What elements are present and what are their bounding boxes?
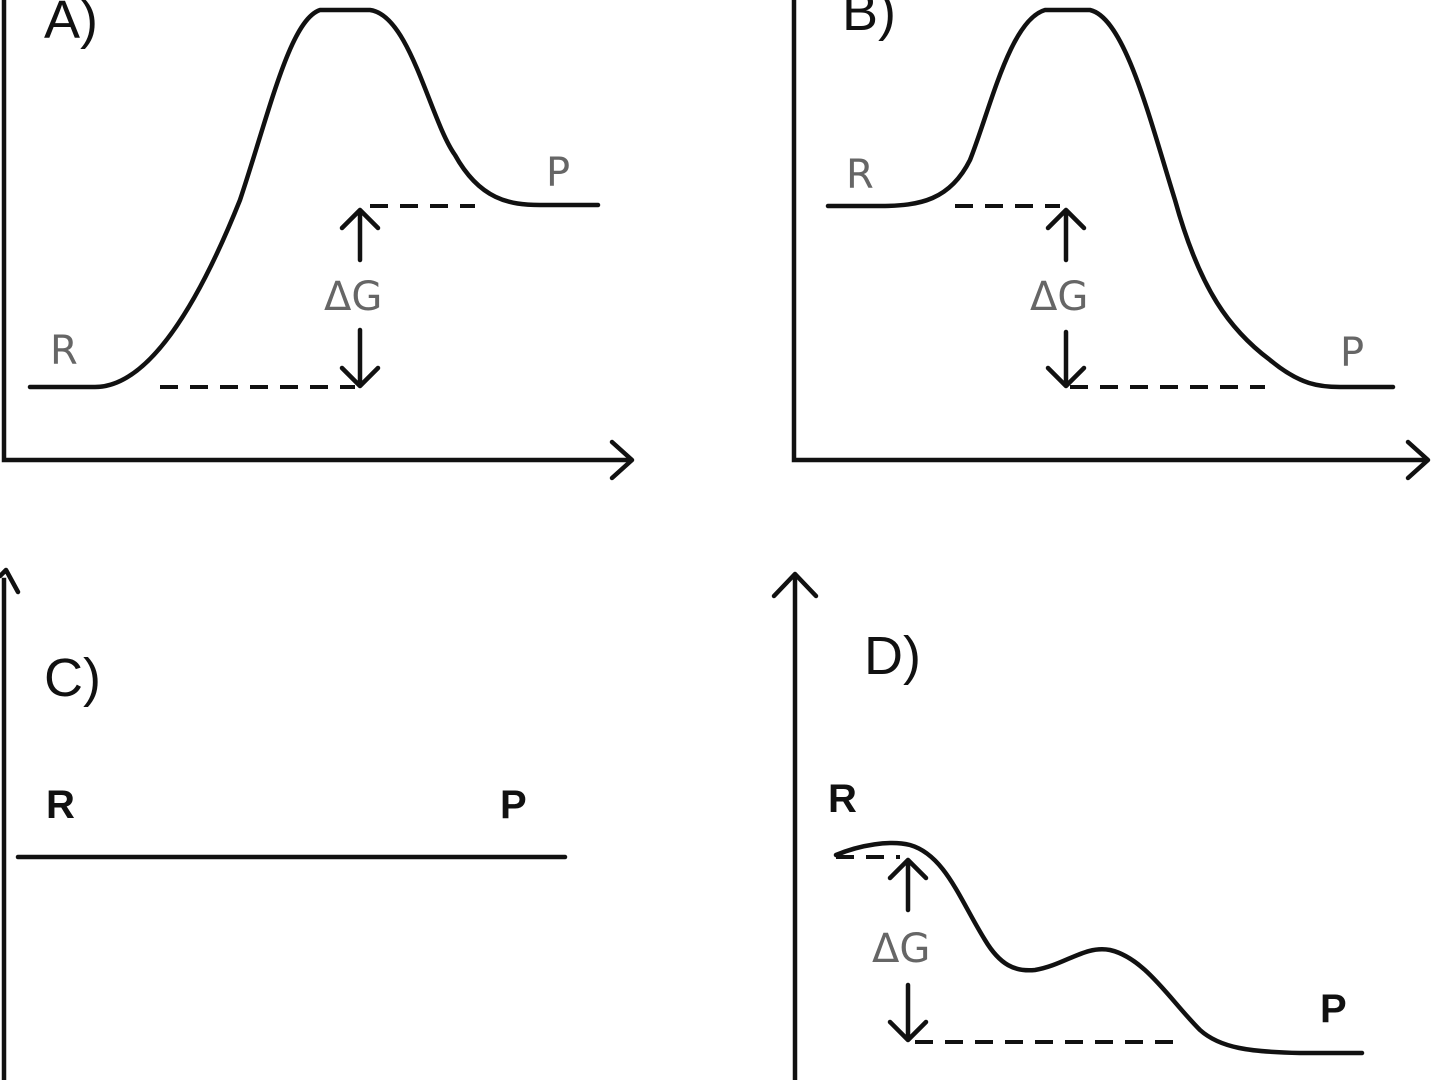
panel-a-energy-curve bbox=[27, 7, 601, 390]
panel-c: C) R P bbox=[0, 567, 568, 1080]
panel-b-delta-g-label: ΔG bbox=[1030, 274, 1088, 320]
panel-b-x-arrowhead bbox=[1405, 439, 1431, 481]
panel-b-axes bbox=[791, 0, 1427, 463]
panel-d: D) R P ΔG bbox=[771, 571, 1365, 1080]
panel-d-product-label: P bbox=[1320, 987, 1347, 1031]
panel-c-letter: C) bbox=[44, 648, 101, 708]
panel-a-axes bbox=[1, 0, 633, 463]
panel-b: B) R P ΔG bbox=[791, 0, 1431, 481]
panel-a-letter: A) bbox=[44, 0, 98, 50]
panel-d-delta-arrow bbox=[887, 857, 929, 1043]
panel-d-energy-curve bbox=[833, 840, 1365, 1056]
panel-b-energy-curve bbox=[825, 7, 1396, 390]
panel-a-delta-g-label: ΔG bbox=[324, 274, 382, 320]
panel-a-reactant-label: R bbox=[50, 328, 78, 374]
panel-c-product-label: P bbox=[500, 783, 527, 827]
panel-c-reactant-label: R bbox=[46, 783, 75, 827]
panel-d-delta-g-label: ΔG bbox=[872, 926, 930, 972]
panel-d-letter: D) bbox=[864, 626, 921, 686]
panel-d-y-arrowhead bbox=[771, 571, 819, 599]
panel-b-letter: B) bbox=[842, 0, 896, 42]
panel-a-product-label: P bbox=[546, 150, 570, 196]
panel-a-delta-arrow bbox=[339, 207, 381, 389]
panel-a-x-arrowhead bbox=[609, 439, 635, 481]
panel-a: A) R P ΔG bbox=[1, 0, 635, 481]
panel-b-delta-arrow bbox=[1045, 207, 1087, 389]
panel-b-reactant-label: R bbox=[846, 152, 874, 198]
panel-b-product-label: P bbox=[1340, 330, 1364, 376]
panel-d-reactant-label: R bbox=[828, 777, 857, 821]
panel-c-y-arrowhead bbox=[0, 567, 21, 595]
